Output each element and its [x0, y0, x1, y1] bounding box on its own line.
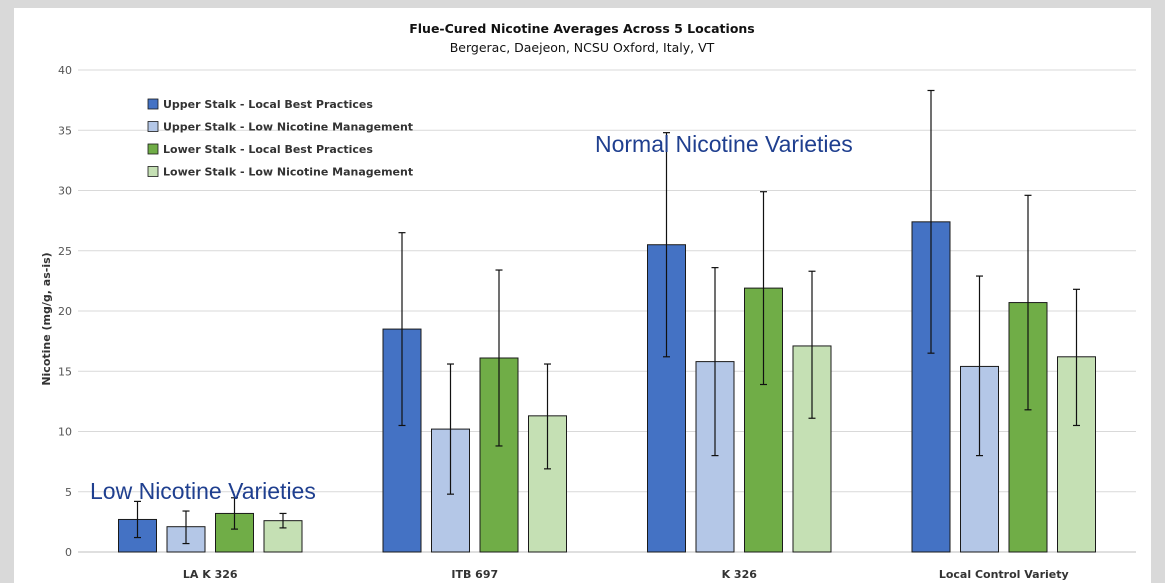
category-labels: LA K 326 ITB 697 K 326 Local Control Variet… — [183, 568, 1069, 581]
legend-swatch — [147, 166, 159, 177]
y-tick-labels: 0 5 10 15 20 25 30 35 40 — [58, 64, 72, 559]
y-axis-label: Nicotine (mg/g, as-is) — [40, 252, 53, 385]
y-tick-label: 5 — [65, 486, 72, 499]
category-label: Local Control Variety — [939, 568, 1069, 581]
legend-swatch — [147, 98, 159, 110]
legend-label: Lower Stalk - Local Best Practices — [163, 143, 373, 156]
error-bars-group — [134, 89, 1080, 545]
chart-title: Flue-Cured Nicotine Averages Across 5 Lo… — [409, 21, 755, 36]
category-label: ITB 697 — [451, 568, 498, 581]
chart-frame: Flue-Cured Nicotine Averages Across 5 Lo… — [14, 8, 1151, 583]
bar-chart: Flue-Cured Nicotine Averages Across 5 Lo… — [40, 21, 1136, 581]
legend-swatch — [147, 121, 159, 132]
y-tick-label: 15 — [58, 365, 72, 378]
y-tick-label: 30 — [58, 185, 72, 198]
category-label: LA K 326 — [183, 568, 238, 581]
legend-label: Upper Stalk - Low Nicotine Management — [163, 121, 413, 134]
annotation-low-nicotine: Low Nicotine Varieties — [90, 478, 316, 504]
y-tick-label: 0 — [65, 546, 72, 559]
annotation-normal-nicotine: Normal Nicotine Varieties — [595, 131, 853, 157]
y-tick-label: 40 — [58, 64, 72, 77]
y-tick-label: 10 — [58, 426, 72, 439]
category-label: K 326 — [722, 568, 758, 581]
chart-subtitle: Bergerac, Daejeon, NCSU Oxford, Italy, V… — [450, 40, 715, 55]
legend-swatch — [147, 143, 159, 155]
bar — [792, 345, 832, 553]
y-tick-label: 35 — [58, 124, 72, 137]
legend-label: Lower Stalk - Low Nicotine Management — [163, 166, 413, 179]
bar — [911, 221, 951, 553]
gridlines — [78, 69, 1136, 553]
y-tick-label: 25 — [58, 245, 72, 258]
legend-label: Upper Stalk - Local Best Practices — [163, 98, 373, 111]
y-tick-label: 20 — [58, 305, 72, 318]
legend: Upper Stalk - Local Best Practices Upper … — [147, 98, 413, 179]
